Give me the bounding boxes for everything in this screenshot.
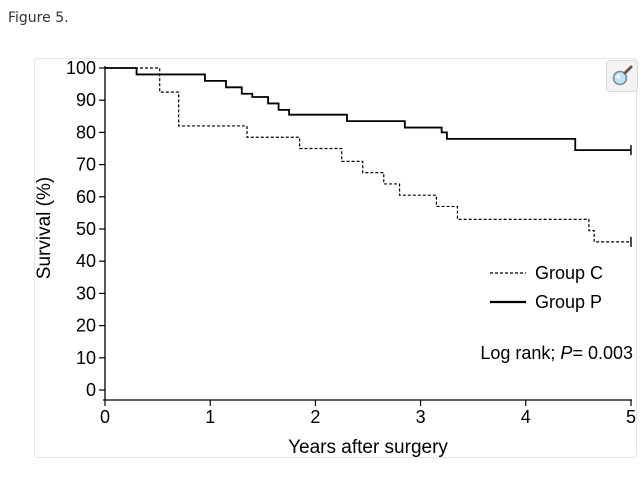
y-tick-label: 20 [76, 316, 96, 336]
y-tick-label: 80 [76, 122, 96, 142]
y-axis-label: Survival (%) [34, 177, 55, 279]
y-tick-label: 40 [76, 251, 96, 271]
y-tick-label: 90 [76, 90, 96, 110]
y-tick-label: 10 [76, 348, 96, 368]
y-tick-label: 70 [76, 155, 96, 175]
x-tick-label: 3 [416, 407, 426, 427]
x-tick-label: 0 [100, 407, 110, 427]
y-tick-label: 0 [86, 380, 96, 400]
legend-label: Group C [535, 263, 603, 283]
figure-caption: Figure 5. [8, 10, 69, 26]
chart-axes: 0 10 20 30 40 50 60 70 80 90 100 0 1 2 3 4 5 [66, 58, 636, 427]
legend-label: Group P [535, 292, 602, 312]
x-tick-label: 2 [310, 407, 320, 427]
series-line-group-c [105, 67, 631, 243]
log-rank-value: = 0.003 [572, 343, 633, 363]
figure-frame [34, 58, 637, 458]
series-line-group-p [105, 67, 631, 152]
chart-legend: Group C Group P [490, 263, 603, 312]
x-axis-label: Years after surgery [288, 437, 448, 458]
y-tick-label: 50 [76, 219, 96, 239]
log-rank-p: P [560, 343, 572, 363]
y-tick-label: 60 [76, 187, 96, 207]
zoom-button[interactable] [606, 60, 638, 92]
chart-series [105, 67, 632, 247]
log-rank-prefix: Log rank; [480, 343, 560, 363]
x-tick-label: 1 [205, 407, 215, 427]
x-tick-label: 4 [521, 407, 531, 427]
y-tick-label: 100 [66, 58, 96, 78]
magnifier-icon [612, 65, 633, 86]
log-rank-annotation: Log rank; P= 0.003 [480, 343, 633, 363]
y-tick-label: 30 [76, 283, 96, 303]
x-tick-label: 5 [626, 407, 636, 427]
